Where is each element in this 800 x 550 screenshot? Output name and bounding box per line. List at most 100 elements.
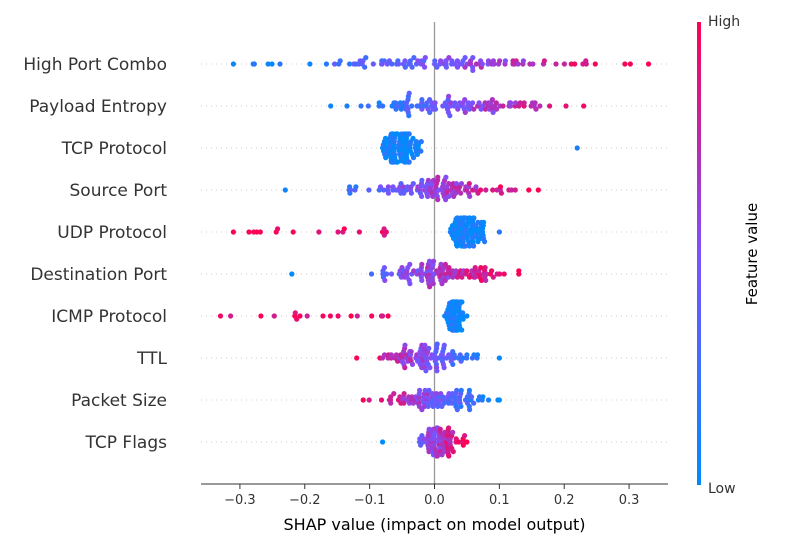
shap-point [422, 64, 428, 70]
shap-point [513, 100, 519, 106]
shap-point [277, 61, 283, 67]
shap-point [406, 90, 412, 96]
shap-point [446, 193, 452, 199]
shap-point [443, 197, 449, 203]
shap-point [443, 174, 449, 180]
shap-point [414, 151, 420, 157]
shap-point [497, 271, 503, 277]
shap-point [400, 184, 406, 190]
shap-point [520, 58, 527, 64]
shap-point [592, 61, 598, 67]
shap-point [466, 181, 472, 187]
shap-point [348, 313, 354, 319]
shap-point [446, 265, 452, 271]
shap-point [381, 265, 387, 271]
feature-label: ICMP Protocol [51, 307, 167, 327]
shap-point [341, 226, 347, 232]
shap-point [447, 113, 453, 119]
colorbar-title: Feature value [743, 203, 761, 305]
shap-point [327, 313, 333, 319]
shap-point [390, 184, 396, 190]
shap-point [382, 135, 389, 141]
shap-point [422, 55, 428, 61]
shap-point [438, 58, 444, 64]
feature-label: Payload Entropy [29, 97, 167, 117]
shap-point [467, 407, 473, 413]
shap-point [471, 215, 477, 221]
shap-point [246, 229, 252, 235]
shap-point [470, 67, 476, 73]
shap-point [496, 229, 502, 235]
feature-label: Packet Size [71, 391, 167, 411]
shap-point [388, 271, 395, 277]
shap-point [517, 100, 523, 106]
shap-point [422, 342, 428, 348]
shap-point [304, 313, 310, 319]
shap-point [453, 181, 459, 187]
shap-point [401, 400, 407, 406]
shap-point [282, 187, 288, 193]
shap-point [354, 355, 360, 361]
shap-point [427, 365, 433, 371]
shap-point [435, 355, 441, 361]
shap-point [411, 268, 417, 274]
shap-point [516, 268, 522, 274]
shap-point [410, 155, 417, 161]
shap-point [427, 109, 433, 115]
shap-point [563, 103, 569, 109]
x-tick-label: 0.1 [489, 493, 510, 508]
shap-point [323, 61, 329, 67]
shap-point [328, 103, 334, 109]
shap-point [406, 159, 412, 165]
shap-point [360, 397, 366, 403]
shap-point [450, 449, 456, 455]
shap-point [434, 341, 440, 347]
shap-point [358, 103, 364, 109]
shap-point [460, 310, 466, 316]
shap-point [459, 299, 465, 305]
shap-point [383, 229, 389, 235]
shap-point [470, 100, 476, 106]
shap-point [460, 316, 466, 322]
shap-point [450, 361, 456, 367]
shap-point [388, 400, 394, 406]
shap-point [258, 313, 264, 319]
shap-point [501, 271, 507, 277]
shap-point [402, 58, 408, 64]
shap-point [415, 58, 421, 64]
shap-point [389, 61, 395, 67]
shap-point [384, 271, 390, 277]
shap-point [502, 58, 508, 64]
shap-point [496, 355, 502, 361]
shap-point [407, 261, 413, 267]
shap-point [468, 394, 475, 400]
feature-label: High Port Combo [23, 55, 167, 75]
shap-point [407, 58, 413, 64]
feature-label: Destination Port [30, 265, 167, 285]
shap-point [467, 193, 473, 199]
shap-point [432, 100, 438, 106]
shap-point [407, 281, 413, 287]
shap-point [485, 397, 492, 403]
shap-point [385, 190, 391, 196]
shap-point [385, 313, 391, 319]
shap-point [370, 61, 376, 67]
colorbar-gradient [697, 22, 701, 485]
shap-point [408, 349, 414, 355]
shap-point [446, 93, 452, 99]
shap-point [410, 181, 416, 187]
shap-point [409, 394, 415, 400]
shap-point [381, 352, 388, 358]
colorbar-high-label: High [708, 14, 740, 30]
shap-point [462, 55, 468, 61]
shap-point [426, 258, 433, 264]
shap-point [254, 229, 260, 235]
shap-point [450, 429, 456, 435]
shap-point [460, 355, 466, 361]
shap-point [432, 106, 439, 112]
shap-point [442, 261, 448, 267]
shap-point [419, 193, 425, 199]
shap-point [366, 397, 372, 403]
shap-point [396, 61, 402, 67]
shap-point [497, 184, 504, 190]
